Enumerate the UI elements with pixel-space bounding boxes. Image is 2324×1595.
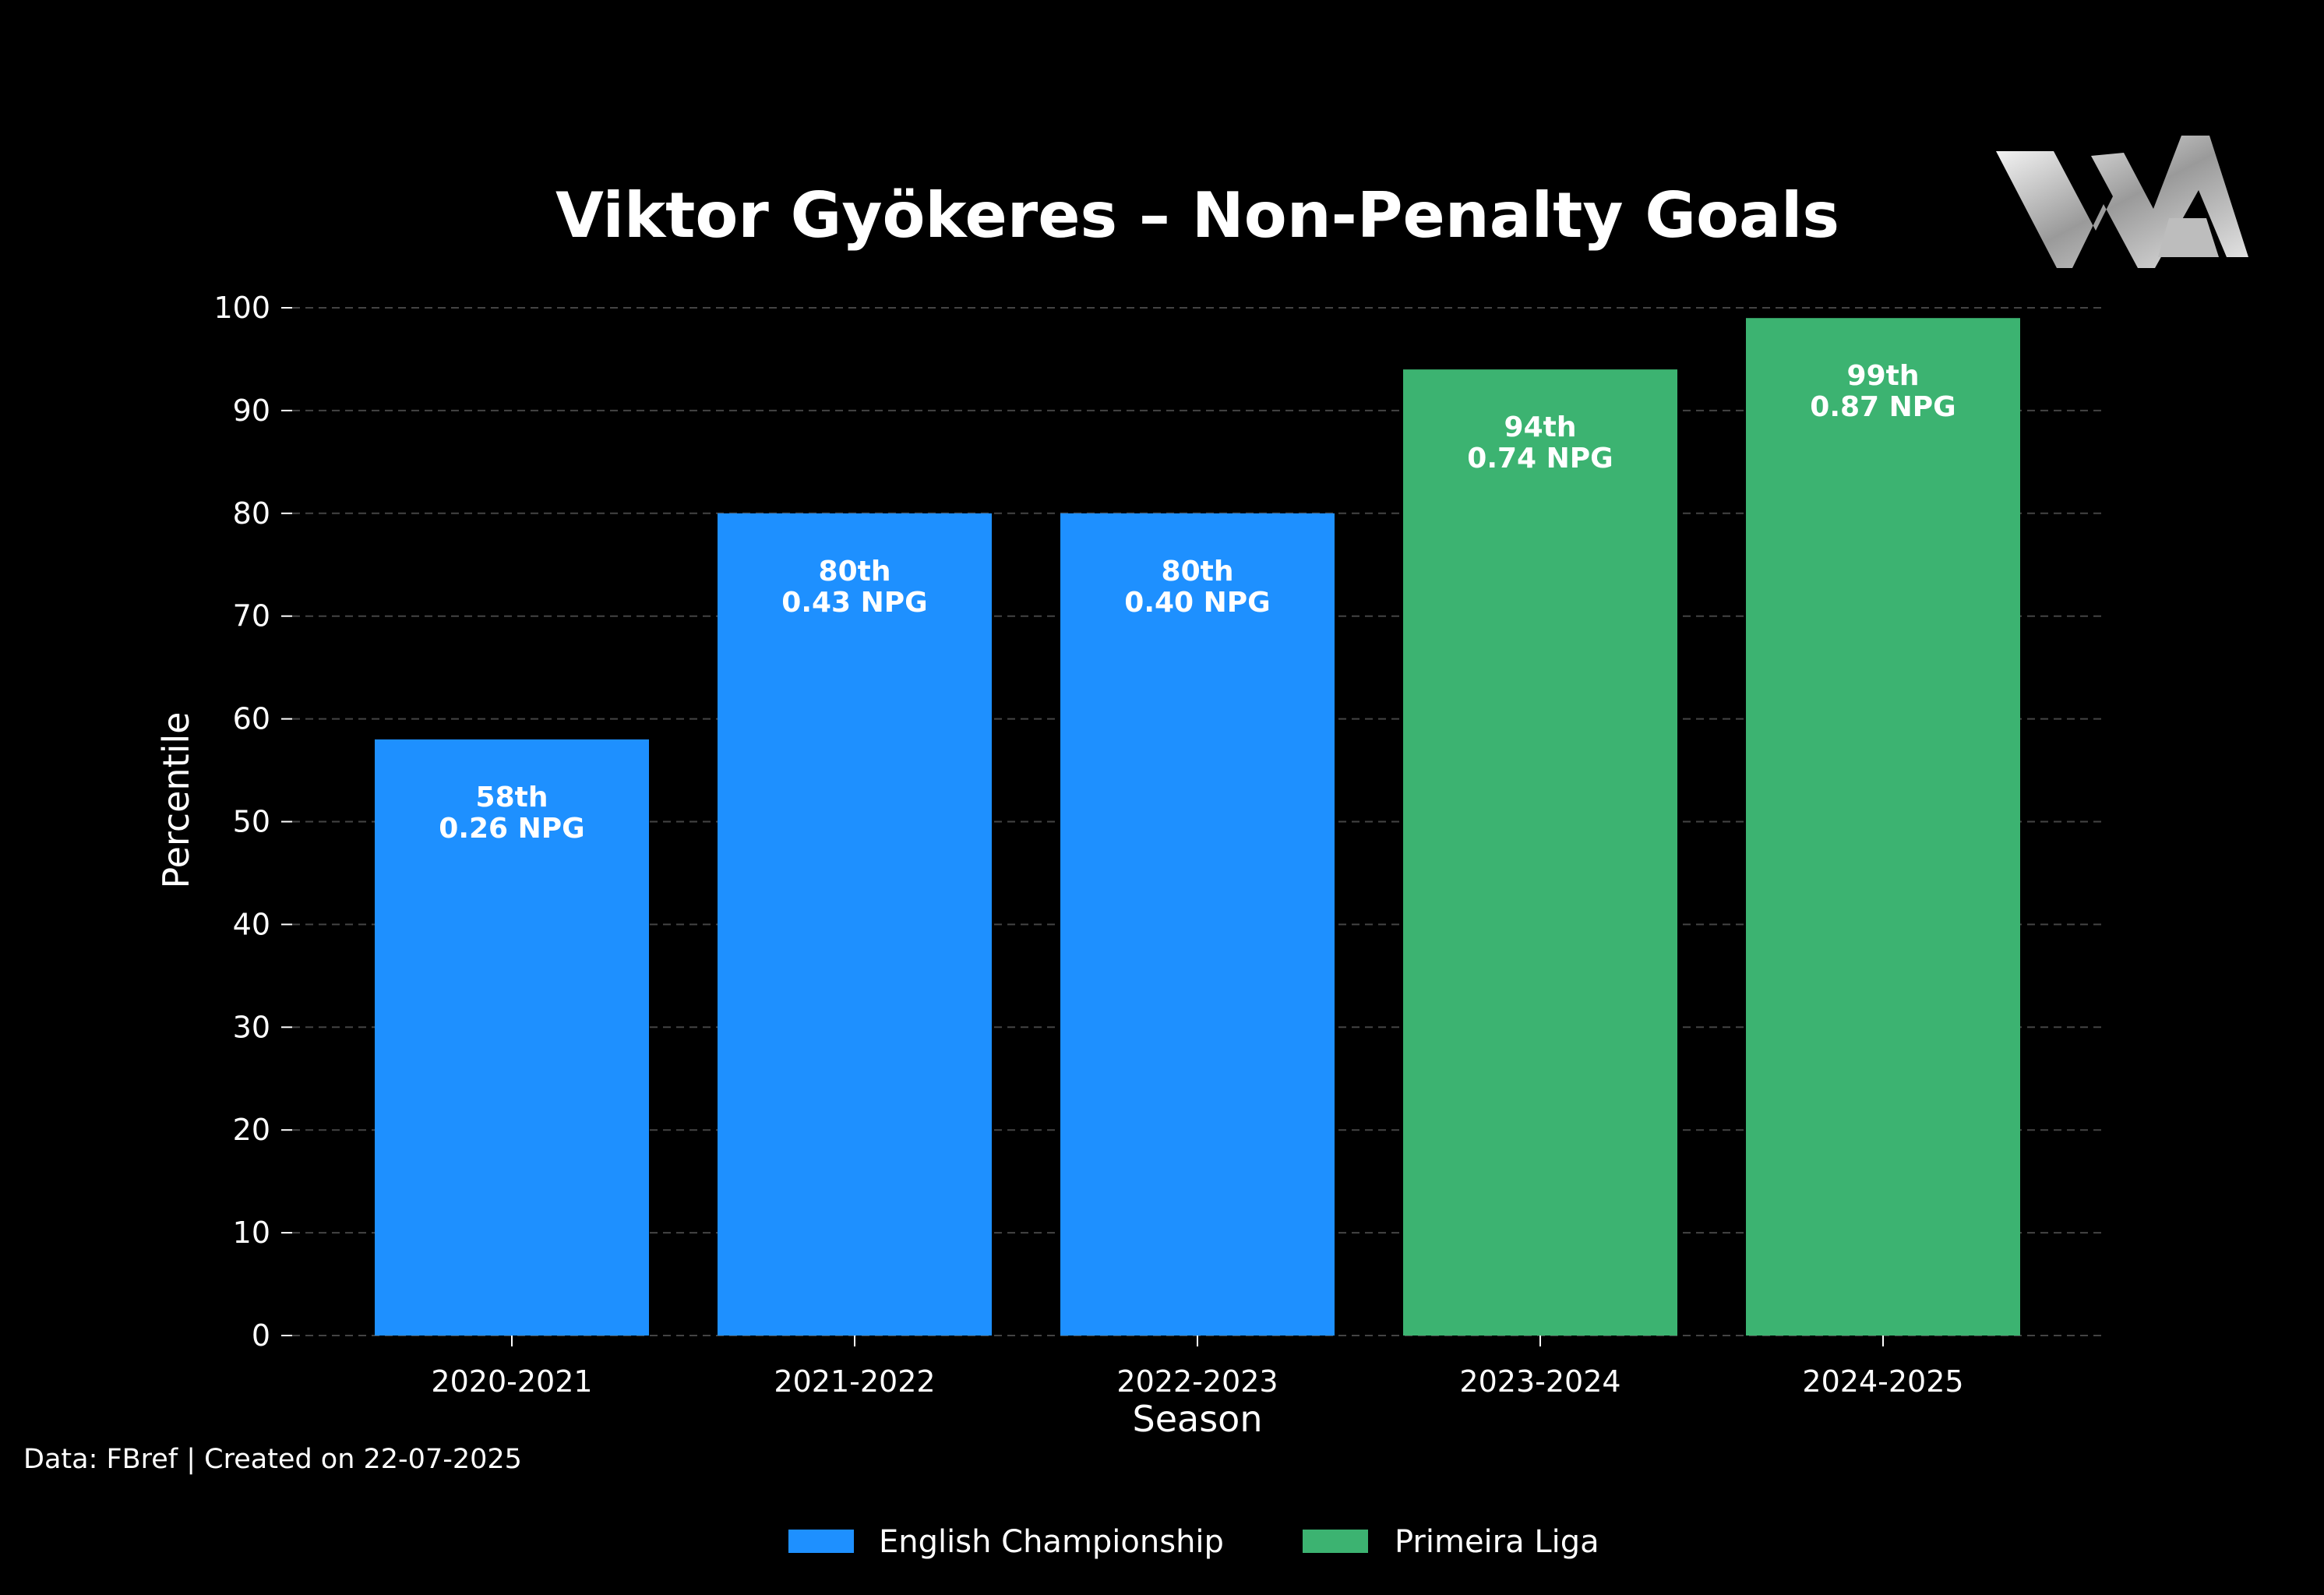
x-tick-label: 2023-2024 bbox=[1459, 1364, 1620, 1399]
legend-label: Primeira Liga bbox=[1395, 1524, 1599, 1560]
bar bbox=[1746, 318, 2020, 1336]
y-tick-label: 80 bbox=[233, 496, 270, 531]
x-tick-label: 2021-2022 bbox=[774, 1364, 935, 1399]
bar-label-npg: 0.74 NPG bbox=[1467, 443, 1613, 475]
legend-label: English Championship bbox=[879, 1524, 1224, 1560]
y-tick-label: 0 bbox=[252, 1318, 270, 1353]
chart-title: Viktor Gyökeres – Non-Penalty Goals bbox=[555, 179, 1839, 252]
bar bbox=[1060, 513, 1335, 1336]
bar-label-npg: 0.26 NPG bbox=[439, 813, 584, 845]
bar-label-npg: 0.87 NPG bbox=[1810, 391, 1955, 423]
x-tick-label: 2022-2023 bbox=[1116, 1364, 1278, 1399]
bar bbox=[375, 739, 649, 1336]
y-tick-label: 40 bbox=[233, 907, 270, 941]
bar-label-rank: 94th bbox=[1504, 411, 1577, 443]
legend-swatch bbox=[788, 1530, 854, 1553]
bar-label-rank: 80th bbox=[1162, 556, 1234, 588]
legend: English Championship Primeira Liga bbox=[788, 1524, 1599, 1560]
y-tick-label: 50 bbox=[233, 805, 270, 839]
bar bbox=[1403, 369, 1677, 1336]
y-tick-label: 20 bbox=[233, 1113, 270, 1147]
y-tick-label: 60 bbox=[233, 702, 270, 736]
bar-label-npg: 0.40 NPG bbox=[1124, 587, 1270, 619]
bar-label-rank: 58th bbox=[476, 782, 548, 813]
bar-label-rank: 99th bbox=[1847, 360, 1920, 392]
bar bbox=[718, 513, 992, 1336]
y-tick-label: 90 bbox=[233, 393, 270, 428]
bar-label-rank: 80th bbox=[819, 556, 891, 588]
bar-label-npg: 0.43 NPG bbox=[781, 587, 927, 619]
wa-logo bbox=[1996, 136, 2248, 268]
x-tick-label: 2024-2025 bbox=[1802, 1364, 1963, 1399]
x-axis: 2020-2021 2021-2022 2022-2023 2023-2024 2024… bbox=[431, 1336, 1964, 1399]
legend-swatch bbox=[1303, 1530, 1368, 1553]
x-tick-label: 2020-2021 bbox=[431, 1364, 592, 1399]
y-tick-label: 30 bbox=[233, 1010, 270, 1044]
y-axis-title: Percentile bbox=[155, 712, 197, 889]
y-tick-label: 100 bbox=[213, 291, 270, 325]
y-tick-label: 70 bbox=[233, 599, 270, 633]
bars bbox=[375, 318, 2020, 1336]
source-note: Data: FBref | Created on 22-07-2025 bbox=[23, 1444, 522, 1475]
y-axis: 0 10 20 30 40 50 60 70 80 90 100 bbox=[213, 291, 292, 1353]
y-tick-label: 10 bbox=[233, 1216, 270, 1250]
x-axis-title: Season bbox=[1133, 1398, 1263, 1440]
